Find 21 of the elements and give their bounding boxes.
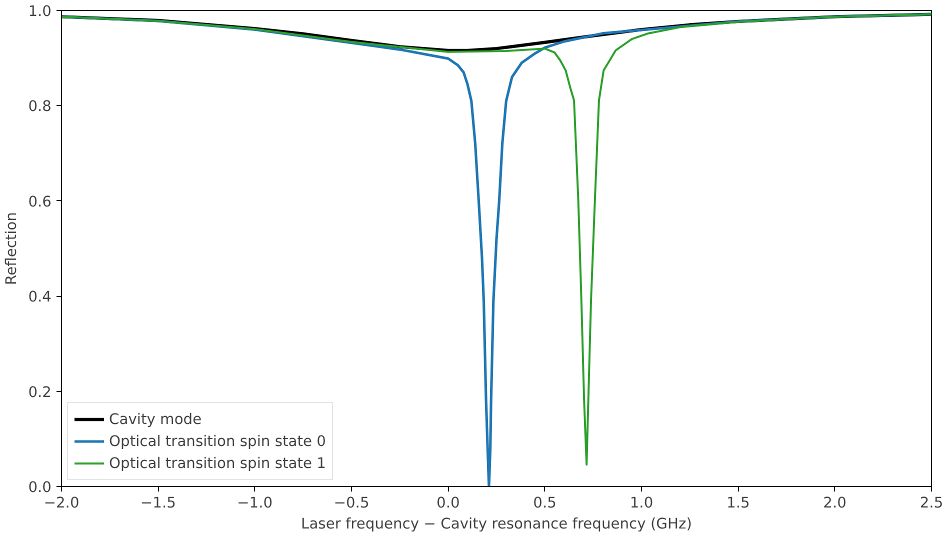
y-axis-title: Reflection — [3, 212, 20, 285]
y-tick-label: 0.8 — [28, 98, 52, 116]
y-tick-label: 1.0 — [28, 3, 52, 20]
x-axis-title: Laser frequency − Cavity resonance frequency (GHz) — [301, 516, 692, 532]
x-tick-label: 1.5 — [726, 494, 750, 512]
x-tick-label: −0.5 — [334, 494, 370, 512]
y-tick-label: 0.4 — [28, 288, 52, 306]
y-tick-label: 0.0 — [28, 479, 52, 496]
legend-label: Cavity mode — [109, 410, 202, 428]
x-tick-label: 0.0 — [436, 494, 460, 512]
y-tick-label: 0.2 — [28, 384, 52, 401]
y-tick-label: 0.6 — [28, 193, 52, 210]
x-tick-label: 1.0 — [630, 494, 654, 512]
x-tick-label: 2.5 — [920, 494, 944, 512]
legend-label: Optical transition spin state 1 — [109, 454, 326, 472]
x-tick-label: −1.5 — [140, 494, 176, 512]
x-tick-label: 0.5 — [533, 494, 556, 512]
x-tick-label: −1.0 — [237, 494, 273, 512]
x-tick-label: 2.0 — [823, 494, 846, 512]
x-tick-label: −2.0 — [44, 494, 80, 512]
legend-label: Optical transition spin state 0 — [109, 432, 326, 450]
